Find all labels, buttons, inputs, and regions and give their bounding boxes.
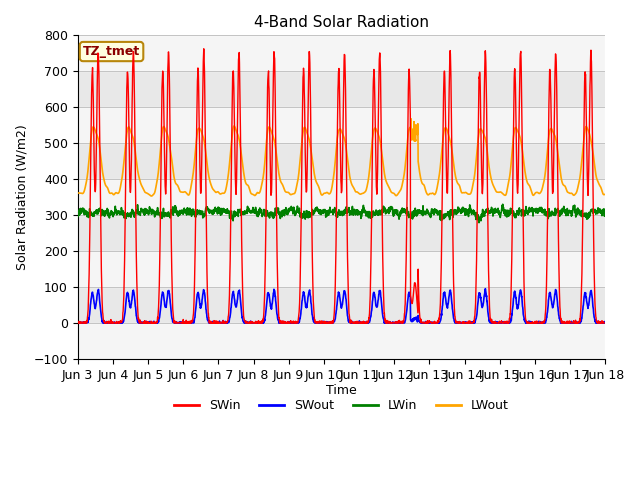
Text: TZ_tmet: TZ_tmet [83, 45, 140, 58]
Y-axis label: Solar Radiation (W/m2): Solar Radiation (W/m2) [15, 124, 28, 270]
Bar [77, 179, 605, 215]
Bar [77, 251, 605, 287]
Legend: SWin, SWout, LWin, LWout: SWin, SWout, LWin, LWout [169, 395, 514, 418]
Bar [77, 36, 605, 72]
Title: 4-Band Solar Radiation: 4-Band Solar Radiation [254, 15, 429, 30]
Bar [77, 107, 605, 143]
Bar [77, 323, 605, 359]
X-axis label: Time: Time [326, 384, 357, 397]
